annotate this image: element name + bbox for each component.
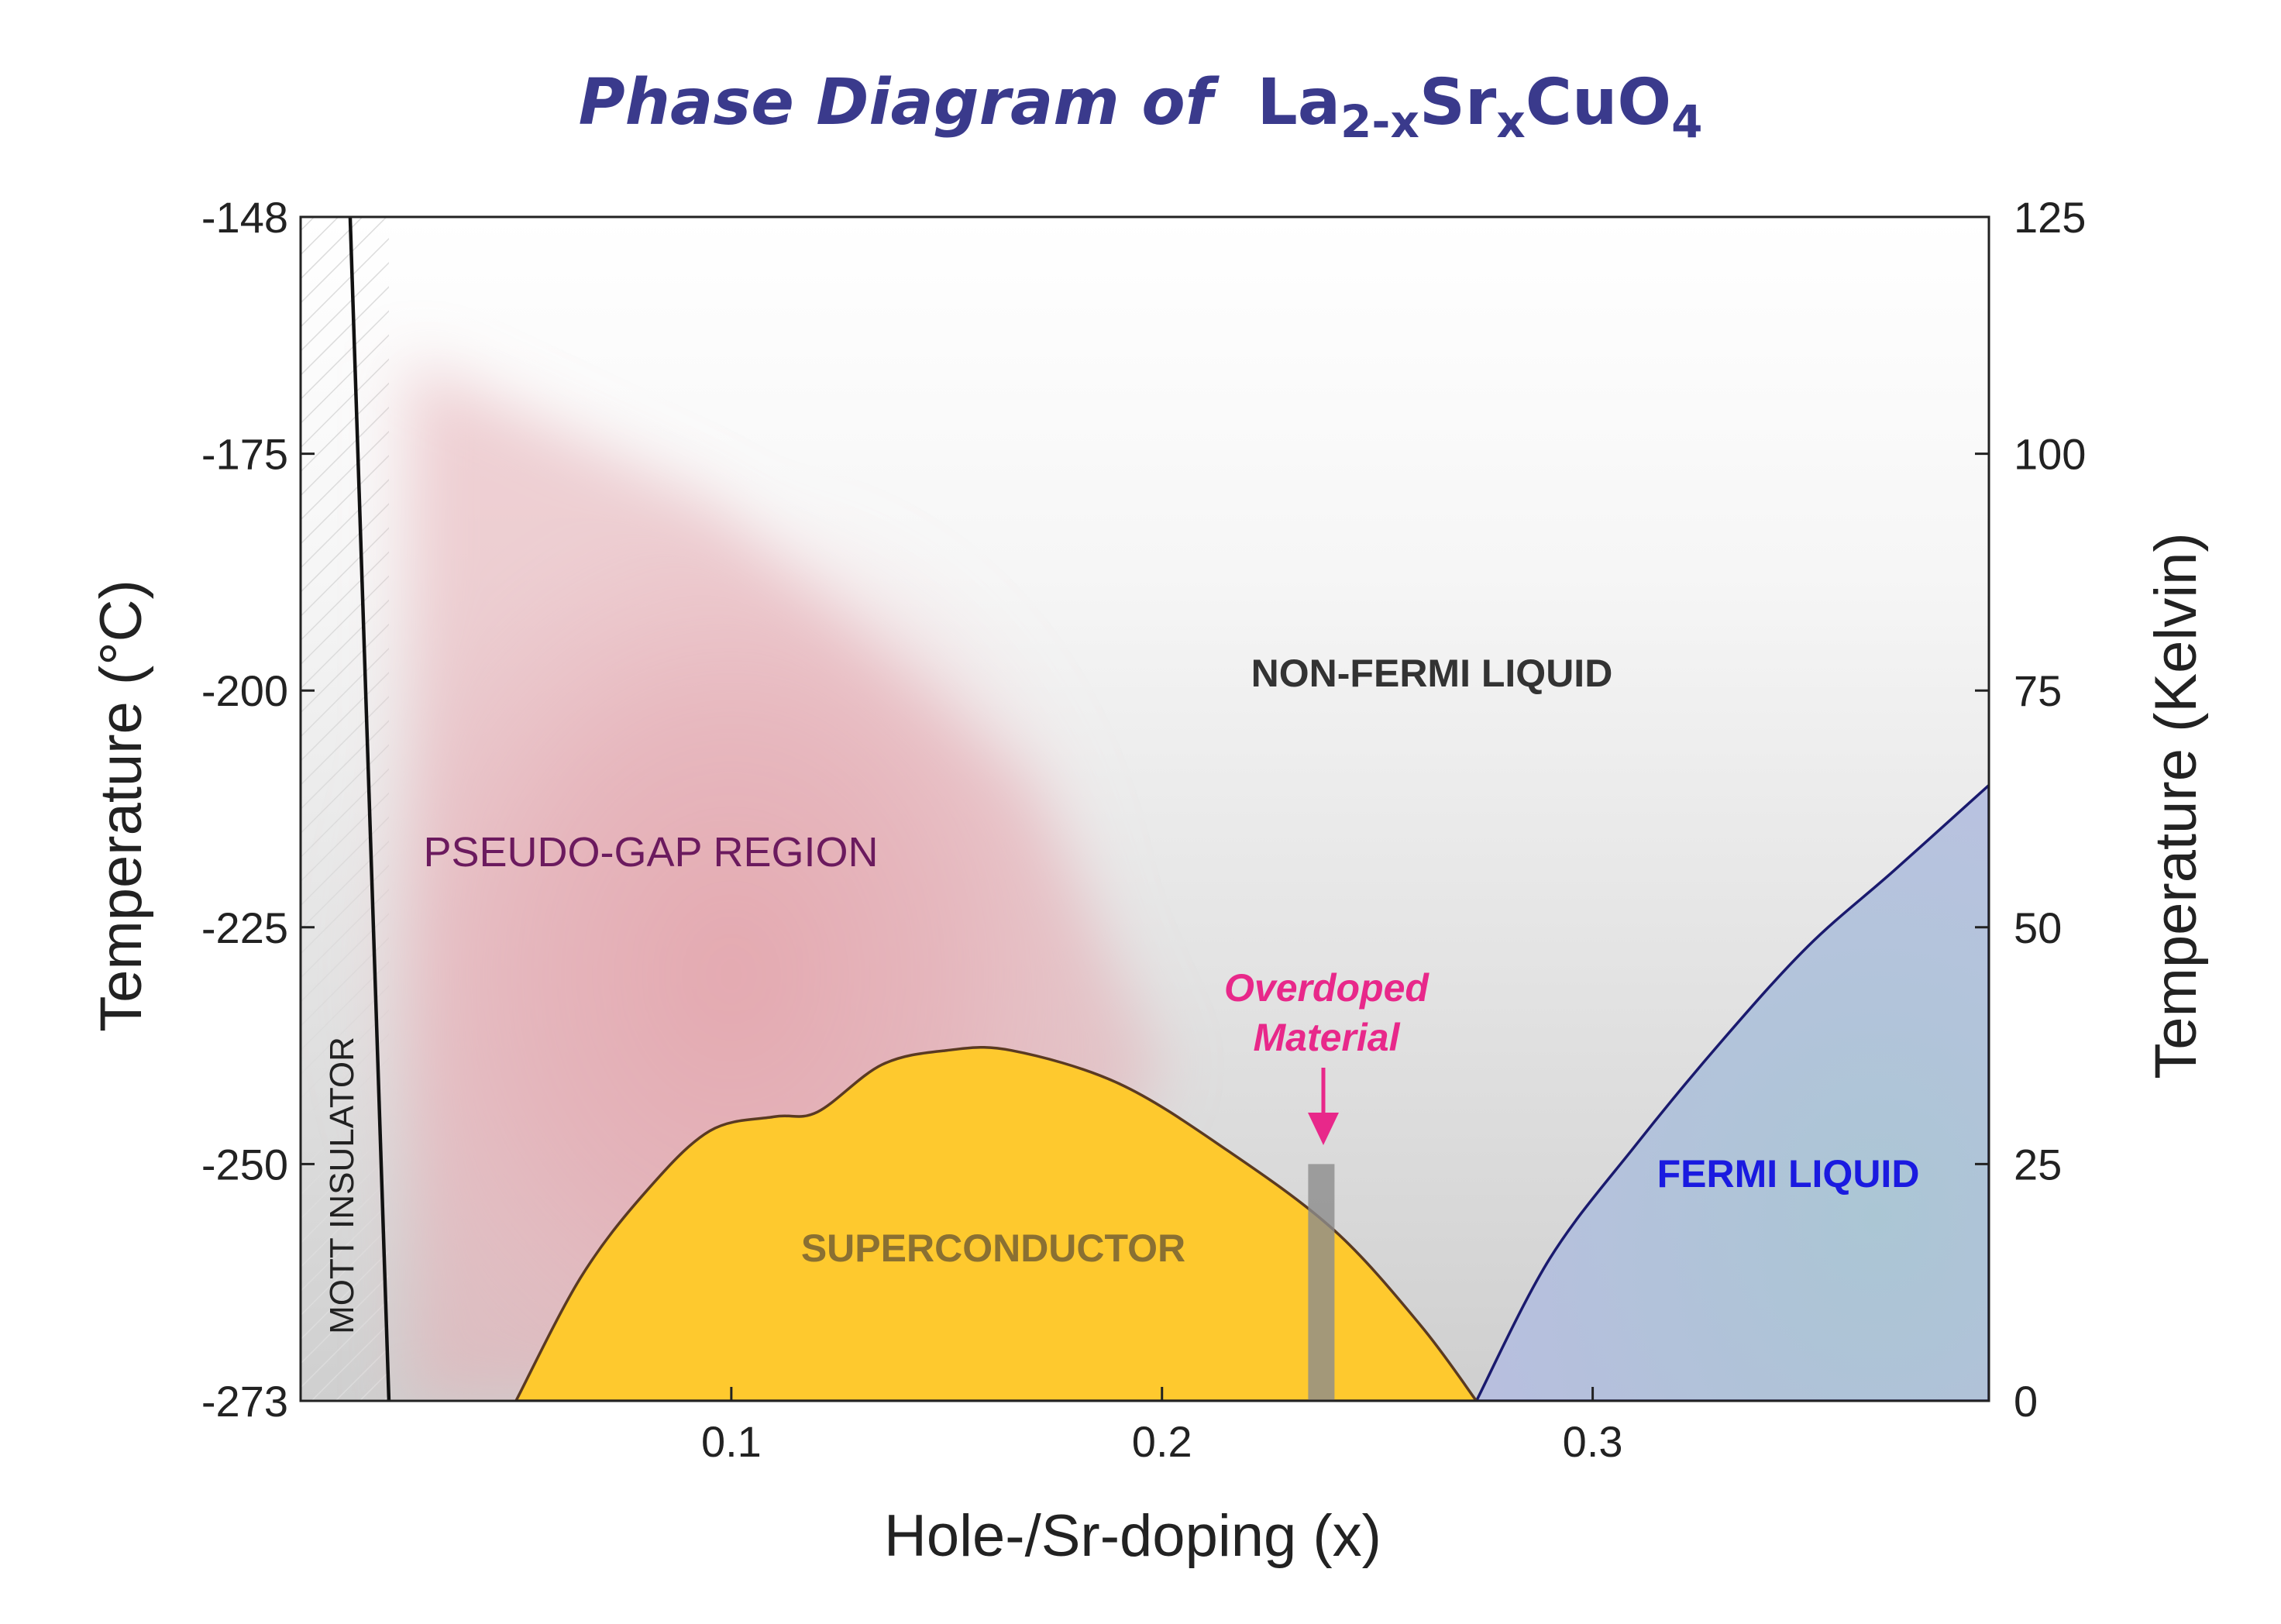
y-right-tick-label: 125 — [2014, 193, 2086, 242]
x-tick-label: 0.1 — [701, 1417, 762, 1466]
title-formula-part: 2-x — [1340, 95, 1419, 148]
y-left-tick-label: -273 — [201, 1377, 288, 1426]
mott-insulator-label: MOTT INSULATOR — [323, 1037, 361, 1334]
y-left-axis-title: Temperature (°C) — [88, 580, 154, 1032]
non-fermi-liquid-label: NON-FERMI LIQUID — [1251, 652, 1613, 695]
x-axis-title: Hole-/Sr-doping (x) — [884, 1503, 1381, 1569]
y-right-tick-label: 0 — [2014, 1377, 2038, 1426]
title-formula-part: x — [1496, 95, 1525, 148]
fermi-liquid-label: FERMI LIQUID — [1657, 1152, 1920, 1196]
y-left-tick-label: -148 — [201, 193, 288, 242]
y-right-tick-label: 100 — [2014, 430, 2086, 479]
mott-boundary-line — [348, 217, 391, 1401]
fermi-liquid-region — [1474, 783, 1989, 1401]
x-tick-label: 0.3 — [1563, 1417, 1623, 1466]
title-prefix: Phase Diagram of — [579, 66, 1257, 139]
x-tick-label: 0.2 — [1132, 1417, 1192, 1466]
y-right-tick-label: 25 — [2014, 1140, 2062, 1189]
y-right-tick-label: 50 — [2014, 903, 2062, 952]
y-left-tick-label: -225 — [201, 903, 288, 952]
title-formula-part: 4 — [1671, 95, 1702, 148]
title-formula-part: Sr — [1419, 66, 1497, 139]
overdoped-label-line1: Overdoped — [1224, 966, 1429, 1010]
y-left-tick-label: -200 — [201, 666, 288, 715]
superconductor-label: SUPERCONDUCTOR — [801, 1227, 1185, 1270]
overdoped-sample-bar — [1308, 1164, 1335, 1401]
title-formula-part: CuO — [1526, 66, 1671, 139]
y-right-axis-ticks: 125 100 75 50 25 0 — [1975, 193, 2086, 1426]
pseudo-gap-label: PSEUDO-GAP REGION — [423, 829, 878, 876]
overdoped-label-line2: Material — [1254, 1016, 1401, 1059]
chart-title: Phase Diagram of La2-xSrxCuO4 — [579, 66, 1703, 148]
y-left-tick-label: -250 — [201, 1140, 288, 1189]
y-left-tick-label: -175 — [201, 430, 288, 479]
plot-frame — [299, 215, 1990, 1402]
overdoped-arrow-icon — [1308, 1068, 1339, 1145]
title-formula-part: La — [1257, 66, 1340, 139]
y-right-tick-label: 75 — [2014, 666, 2062, 715]
y-right-axis-title: Temperature (Kelvin) — [2143, 532, 2209, 1079]
x-axis-ticks: 0.1 0.2 0.3 — [701, 1387, 1623, 1466]
y-left-axis-ticks: -148 -175 -200 -225 -250 -273 — [201, 193, 315, 1426]
plot-area — [301, 217, 1989, 1401]
